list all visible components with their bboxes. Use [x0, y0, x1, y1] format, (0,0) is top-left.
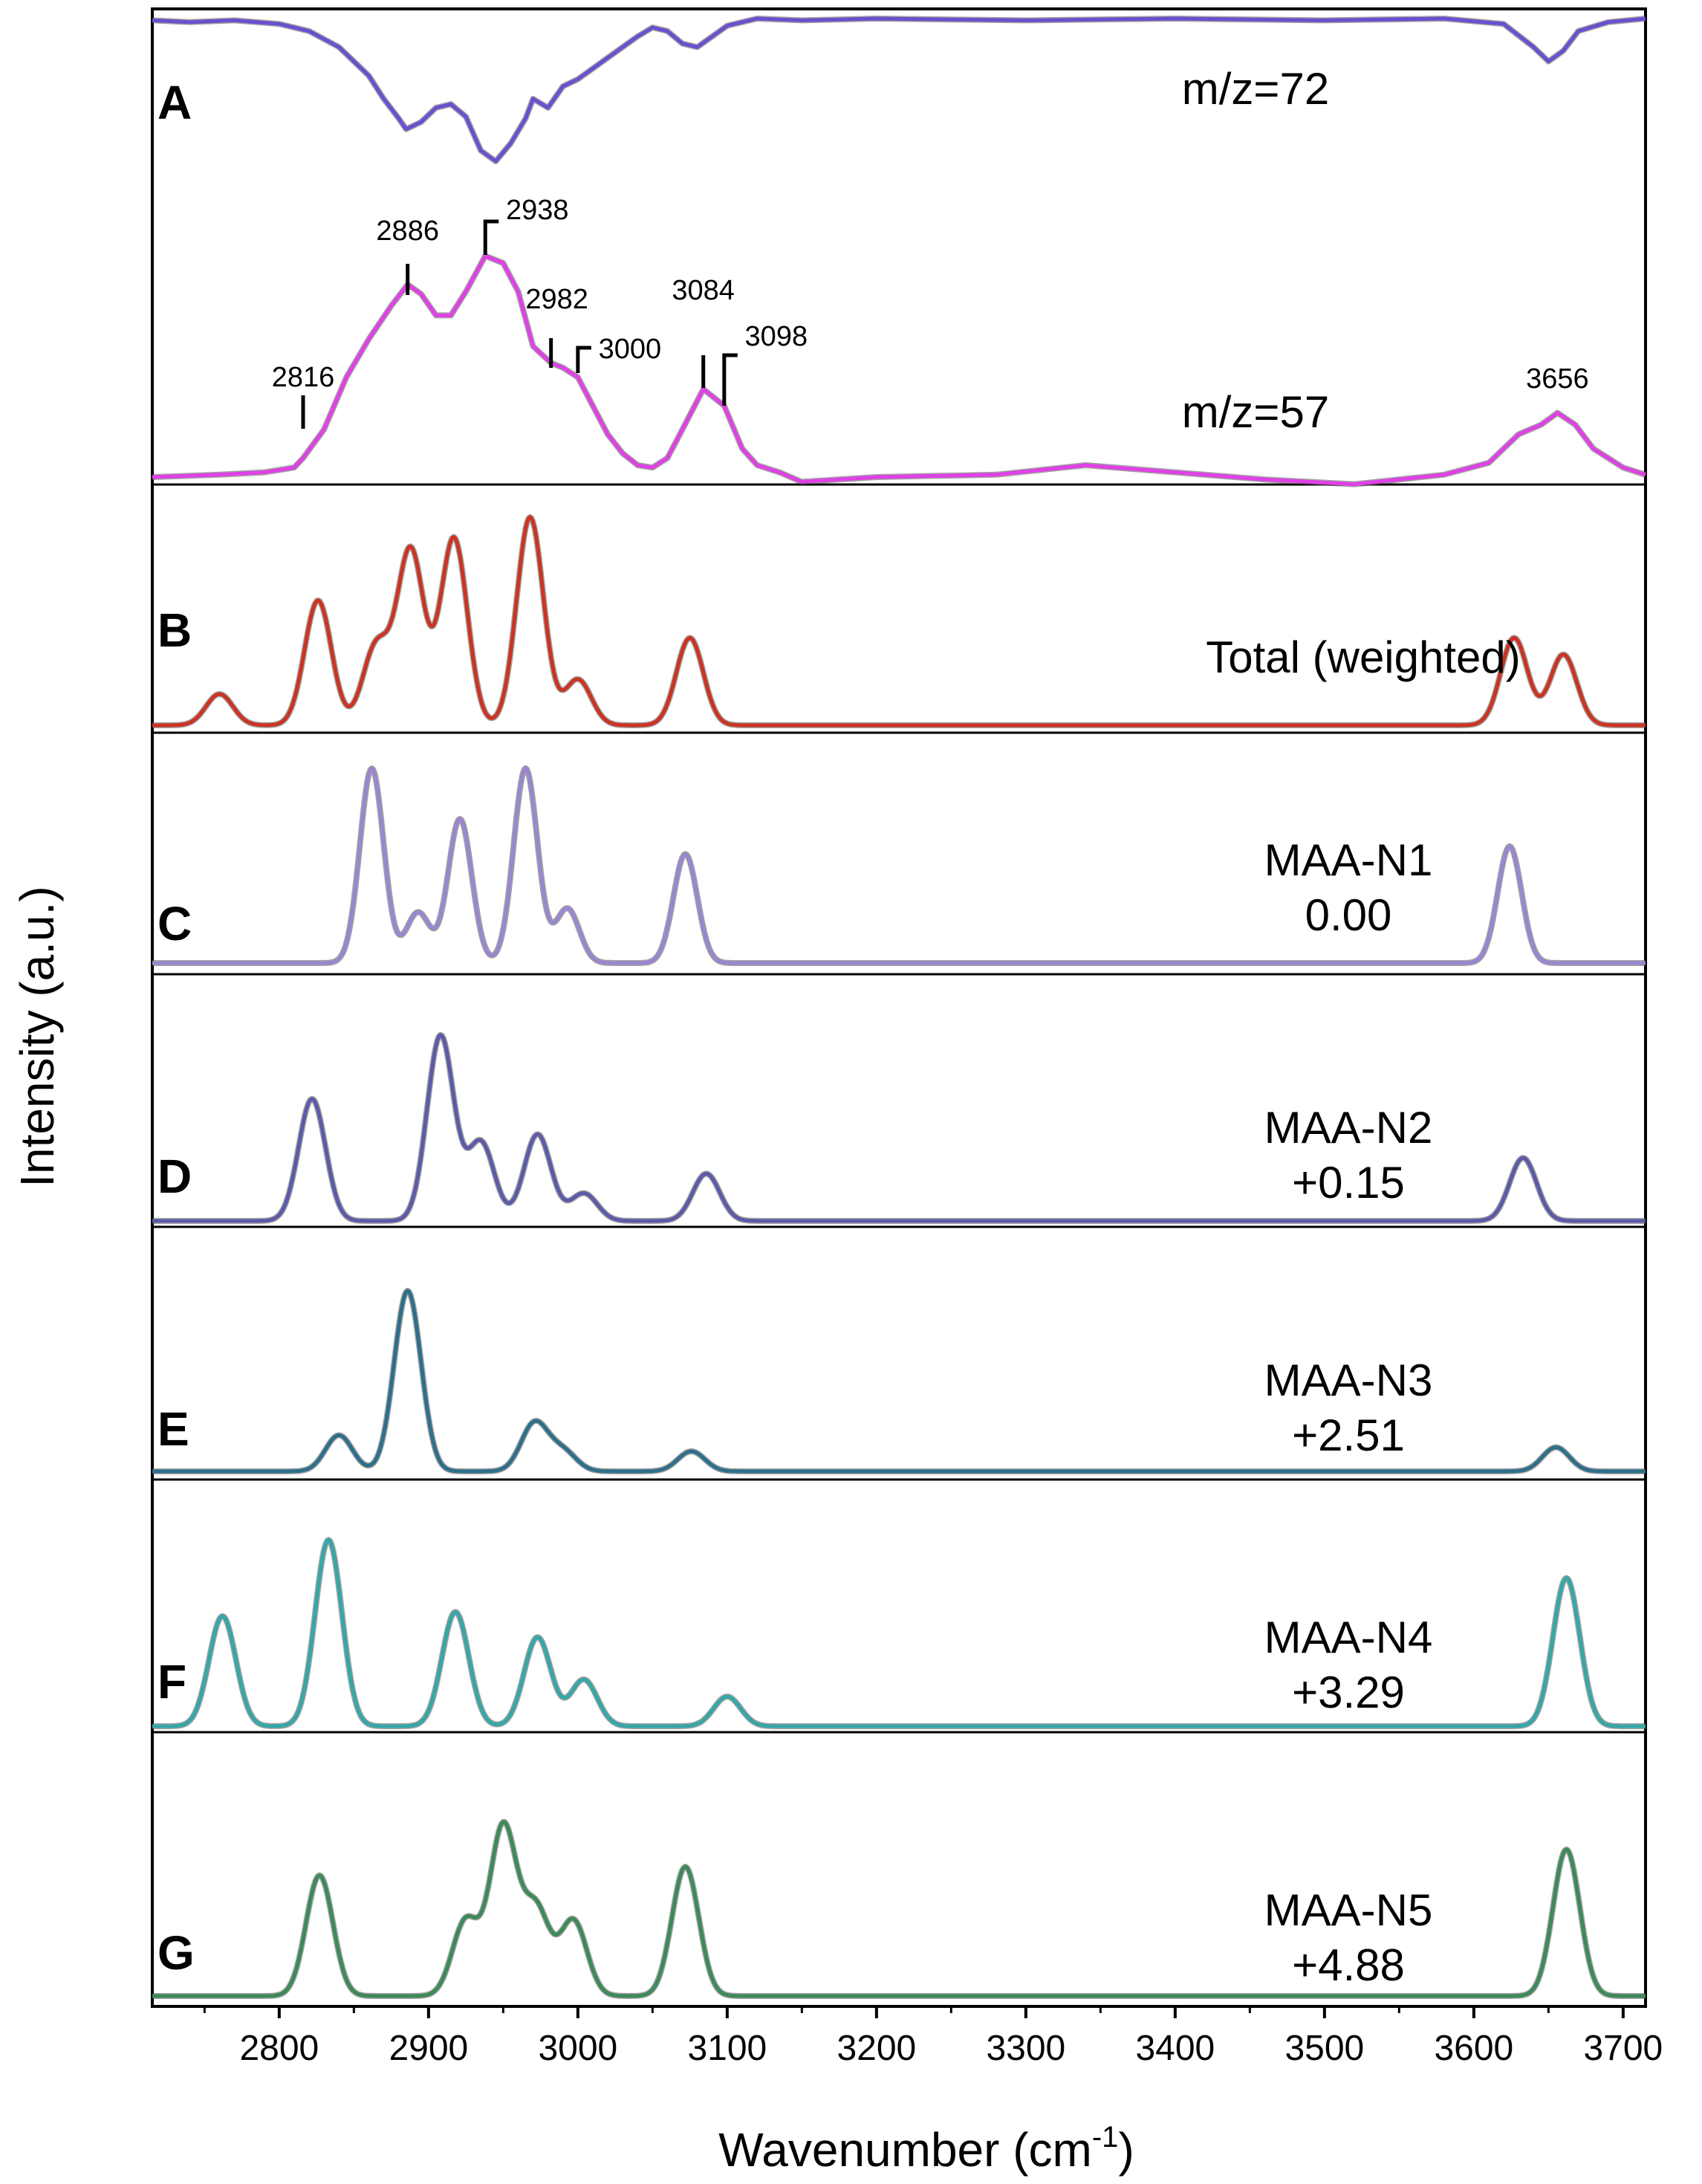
spectrum-m-z-72 [152, 16, 1646, 163]
peak-marker-3000 [576, 346, 591, 373]
spectrum-total-weighted--shadow [151, 513, 1647, 728]
panel-letter-c: C [157, 897, 192, 950]
peak-marker-3098 [722, 353, 738, 406]
spectrum-maa-n5 [152, 1820, 1646, 1998]
x-axis: 2800 2900 3000 3100 3200 3300 3400 3500 3600 3700 [203, 2006, 1663, 2068]
spectra-traces [151, 16, 1647, 1999]
spectrum-maa-n3 [152, 1289, 1646, 1474]
peak-label-2816: 2816 [272, 362, 335, 393]
x-tick-label-3500: 3500 [1284, 2029, 1364, 2068]
y-axis-title-group: Intensity (a.u.) [10, 886, 64, 1187]
x-tick-label-3700: 3700 [1583, 2029, 1663, 2068]
x-tick-label-3300: 3300 [986, 2029, 1065, 2068]
plot-border [151, 7, 1647, 2008]
panel-letter-a: A [157, 76, 192, 129]
panel-letter-b: B [157, 603, 192, 657]
peak-label-2886: 2886 [376, 216, 439, 247]
panel-letter-e: E [157, 1402, 189, 1456]
relative-energy-maa-n5: +4.88 [1292, 1940, 1405, 1990]
relative-energy-maa-n1: 0.00 [1305, 890, 1392, 940]
trace-label-maa-n5: MAA-N5 [1264, 1885, 1433, 1935]
peak-label-3656: 3656 [1526, 363, 1589, 395]
spectrum-maa-n1 [152, 766, 1646, 965]
relative-energy-maa-n3: +2.51 [1292, 1410, 1405, 1460]
relative-energy-maa-n4: +3.29 [1292, 1668, 1405, 1717]
trace-label-maa-n1: MAA-N1 [1264, 835, 1433, 885]
spectrum-total-weighted- [152, 515, 1646, 728]
peak-label-3000: 3000 [599, 334, 662, 365]
peak-label-2982: 2982 [525, 284, 588, 315]
plot-frame [151, 7, 1647, 2008]
peak-label-2938: 2938 [506, 195, 569, 226]
y-axis-title: Intensity (a.u.) [10, 886, 64, 1187]
trace-label-total-weighted-: Total (weighted) [1206, 632, 1521, 682]
spectrum-m-z-57-shadow [152, 253, 1647, 487]
spectrum-maa-n2 [152, 1033, 1646, 1223]
x-tick-label-3200: 3200 [837, 2029, 916, 2068]
trace-label-maa-n3: MAA-N3 [1264, 1355, 1433, 1405]
panel-letter-d: D [157, 1150, 192, 1203]
peak-label-3098: 3098 [745, 321, 808, 352]
panel-letter-g: G [157, 1926, 195, 1980]
x-tick-label-3400: 3400 [1135, 2029, 1215, 2068]
peak-label-3084: 3084 [672, 275, 735, 306]
peak-marker-2938 [483, 219, 499, 255]
trace-label-m-z-72: m/z=72 [1182, 64, 1329, 114]
x-tick-label-3600: 3600 [1434, 2029, 1513, 2068]
spectrum-maa-n4 [152, 1537, 1646, 1728]
x-tick-label-3100: 3100 [687, 2029, 767, 2068]
x-tick-label-3000: 3000 [538, 2029, 617, 2068]
trace-label-maa-n4: MAA-N4 [1264, 1613, 1433, 1662]
spectrum-m-z-57 [152, 253, 1646, 487]
panel-letter-f: F [157, 1655, 186, 1708]
x-tick-label-2800: 2800 [239, 2029, 319, 2068]
x-axis-title: Wavenumber (cm-1) [718, 2121, 1134, 2177]
relative-energy-maa-n2: +0.15 [1292, 1158, 1405, 1208]
trace-label-m-z-57: m/z=57 [1182, 387, 1329, 437]
x-tick-label-2900: 2900 [389, 2029, 468, 2068]
trace-label-maa-n2: MAA-N2 [1264, 1103, 1433, 1153]
x-axis-title-group: Wavenumber (cm-1) [718, 2121, 1134, 2177]
